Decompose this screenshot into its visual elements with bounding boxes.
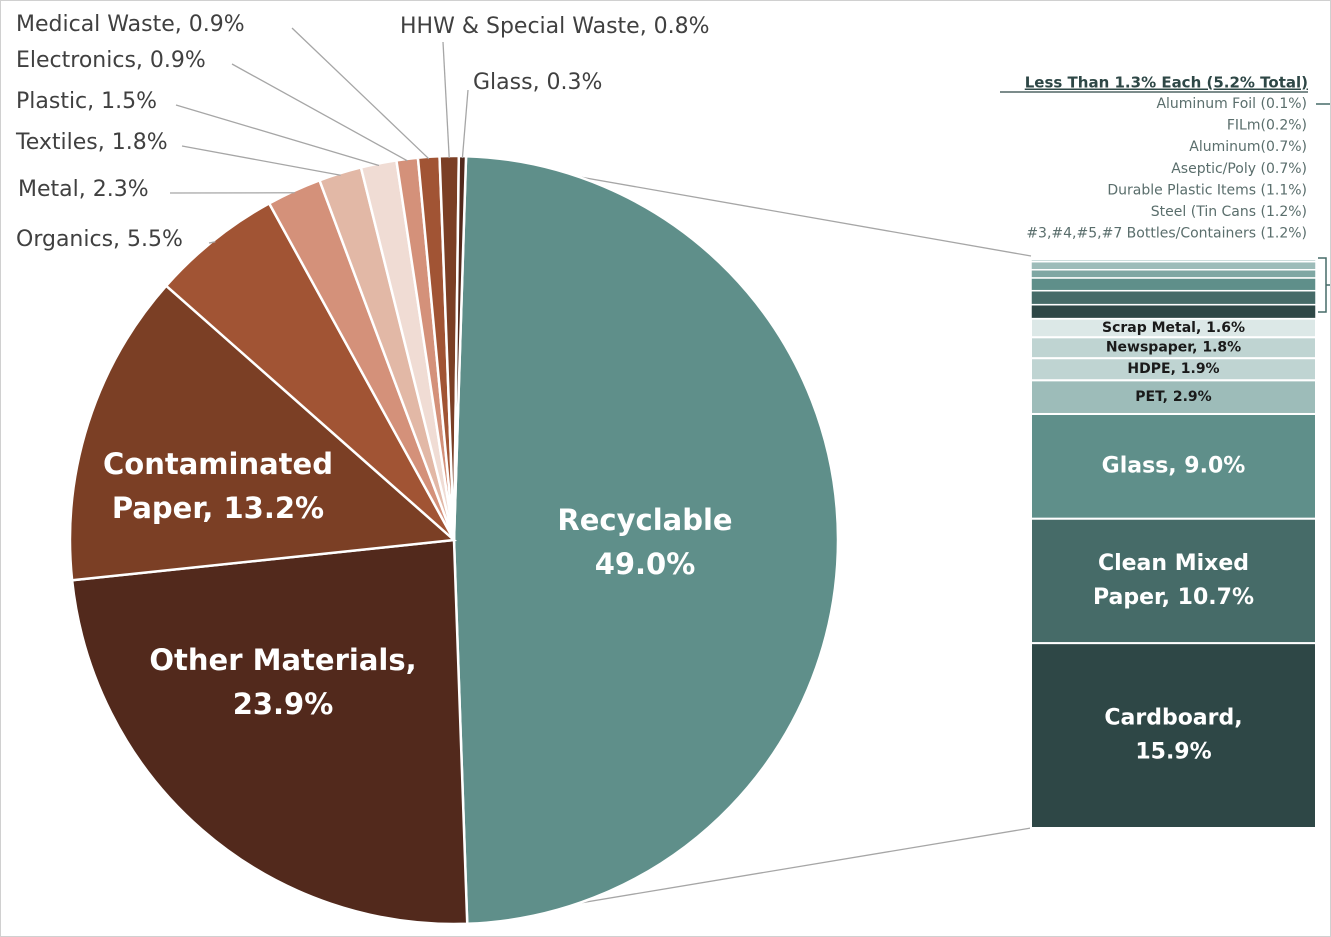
slice-label: Paper, 13.2% [112,491,324,525]
slice-label: 23.9% [233,687,334,721]
bar-segment [1030,642,1317,830]
bar-label: HDPE, 1.9% [1127,361,1219,377]
bar-label: Scrap Metal, 1.6% [1102,320,1245,336]
leader-line [208,241,216,244]
group-segment [1030,289,1317,306]
bar-segment [1030,379,1317,415]
group-title: Less Than 1.3% Each (5.2% Total) [1025,74,1308,92]
bar-label: Newspaper, 1.8% [1106,340,1241,356]
slice-label: 49.0% [595,547,696,581]
slice-label: Electronics, 0.9% [16,48,206,73]
leader-line [461,89,469,159]
group-item-label: #3,#4,#5,#7 Bottles/Containers (1.2%) [1026,226,1307,242]
slice-label: Medical Waste, 0.9% [16,12,245,37]
leader-line [181,145,341,176]
leader-line [291,27,430,160]
slice-label: HHW & Special Waste, 0.8% [400,14,710,39]
leader-line [175,104,380,167]
bar-segment [1030,517,1317,645]
group-segment [1030,303,1317,320]
bar-label: Paper, 10.7% [1093,585,1254,610]
group-item-label: Aseptic/Poly (0.7%) [1171,161,1307,177]
slice-label: Metal, 2.3% [18,177,149,202]
pie-slice [70,538,469,926]
slice-label: Glass, 0.3% [473,70,602,95]
group-item-label: Steel (Tin Cans (1.2%) [1151,204,1307,220]
slice-label: Other Materials, [149,643,416,677]
bar-label: PET, 2.9% [1135,389,1211,405]
slice-label: Textiles, 1.8% [15,130,168,155]
slice-label: Plastic, 1.5% [16,89,157,114]
group-segment [1030,260,1317,271]
slice-label: Contaminated [103,447,333,481]
bar-label: Glass, 9.0% [1102,453,1246,478]
bar-label: Cardboard, [1104,706,1242,731]
group-item-label: Aluminum(0.7%) [1189,139,1307,155]
leader-line [442,41,450,159]
group-segment [1030,269,1317,279]
group-item-label: Aluminum Foil (0.1%) [1156,96,1307,112]
bar-label: Clean Mixed [1098,551,1249,576]
pie-slice [68,284,457,582]
group-item-label: FILm(0.2%) [1227,118,1307,134]
group-bracket [1318,257,1330,313]
pie-slice [452,154,840,926]
slice-label: Organics, 5.5% [16,227,183,252]
leader-line [231,63,408,162]
group-segment [1030,277,1317,292]
pie-slice [164,201,456,541]
group-segment [1030,257,1317,261]
bar-label: 15.9% [1135,740,1211,765]
slice-label: Recyclable [557,503,732,537]
group-item-label: Durable Plastic Items (1.1%) [1107,182,1307,198]
